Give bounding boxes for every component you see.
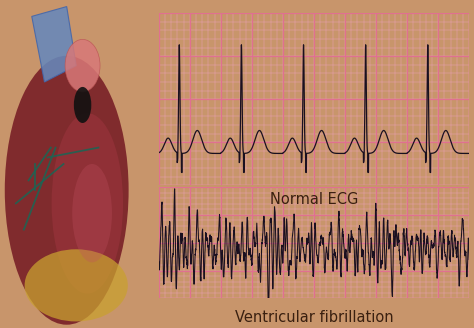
Text: Normal ECG: Normal ECG <box>270 192 358 207</box>
Ellipse shape <box>52 113 123 294</box>
Ellipse shape <box>65 39 100 92</box>
Polygon shape <box>32 7 76 82</box>
Ellipse shape <box>5 56 128 325</box>
Ellipse shape <box>25 249 128 321</box>
Ellipse shape <box>72 164 112 262</box>
Text: Ventricular fibrillation: Ventricular fibrillation <box>235 310 393 325</box>
Circle shape <box>74 87 91 123</box>
